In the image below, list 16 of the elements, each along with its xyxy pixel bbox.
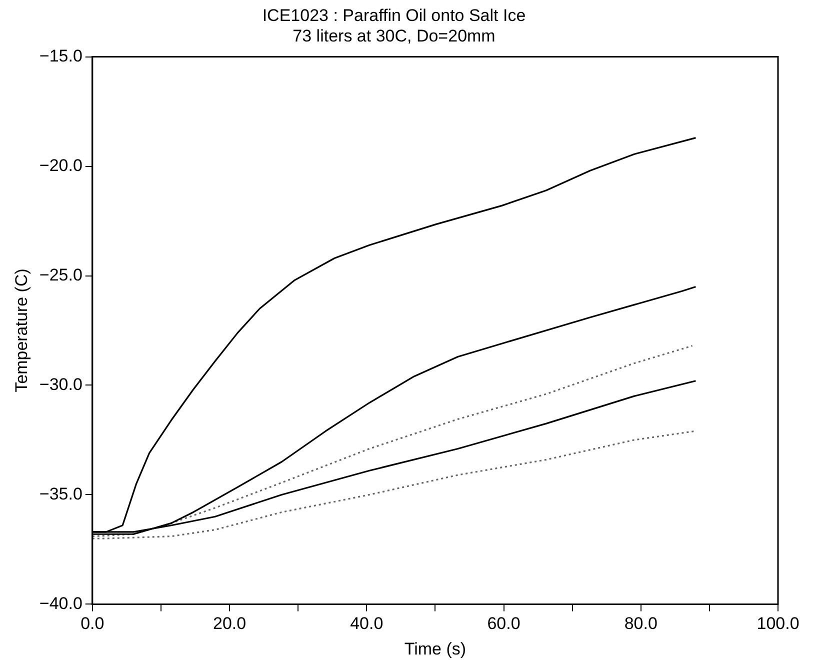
chart-title: ICE1023 : Paraffin Oil onto Salt Ice bbox=[262, 6, 526, 25]
x-axis-title: Time (s) bbox=[404, 639, 466, 658]
y-tick-label: −30.0 bbox=[39, 374, 82, 394]
y-tick-label: −20.0 bbox=[39, 156, 82, 175]
x-tick-label: 60.0 bbox=[487, 614, 520, 634]
x-tick-label: 0.0 bbox=[80, 614, 104, 634]
y-tick-label: −25.0 bbox=[39, 265, 82, 284]
x-tick-label: 80.0 bbox=[624, 614, 658, 634]
y-tick-label: −15.0 bbox=[39, 46, 82, 66]
y-axis-title: Temperature (C) bbox=[12, 268, 31, 392]
x-tick-label: 100.0 bbox=[756, 614, 800, 634]
y-tick-label: −35.0 bbox=[39, 484, 82, 504]
x-tick-label: 20.0 bbox=[212, 614, 246, 634]
x-tick-label: 40.0 bbox=[350, 614, 384, 634]
y-tick-label: −40.0 bbox=[39, 594, 82, 613]
chart-subtitle: 73 liters at 30C, Do=20mm bbox=[292, 26, 496, 46]
